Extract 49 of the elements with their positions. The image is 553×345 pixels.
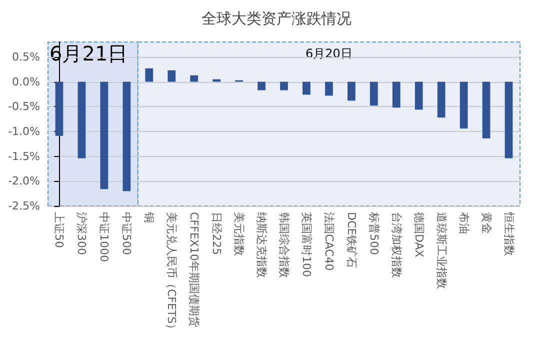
bar — [212, 79, 221, 82]
x-tick-label: 中证500 — [120, 212, 134, 255]
y-tick-label: -1.0% — [8, 124, 40, 138]
x-tick-label: DCE铁矿石 — [344, 212, 358, 268]
bar — [280, 82, 288, 90]
x-tick-label: CFFEX10年期国债期货 — [188, 212, 201, 327]
x-tick-label: 道琼斯工业指数 — [434, 212, 448, 289]
y-tick-label: 0.0% — [12, 75, 40, 88]
x-tick-label: 美元兑人民币（CFETS） — [165, 212, 178, 335]
x-tick-label: 台湾加权指数 — [390, 212, 403, 278]
x-tick-label: 纳斯达克指数 — [255, 212, 268, 278]
x-tick-label: 铜 — [142, 211, 156, 223]
bar — [437, 82, 446, 118]
x-tick-label: 中证1000 — [98, 212, 111, 262]
x-tick-label: 上证50 — [52, 212, 66, 248]
bar — [347, 82, 356, 101]
bar — [168, 70, 176, 82]
x-tick-label: 日经225 — [210, 212, 224, 255]
y-tick-label: -2.5% — [8, 200, 40, 212]
x-tick-label: 标普500 — [367, 211, 380, 255]
bar — [392, 82, 400, 108]
bar — [122, 82, 131, 192]
bar — [482, 82, 490, 138]
bar — [370, 82, 378, 106]
y-tick-label: -0.5% — [8, 100, 40, 114]
x-tick-label: 韩国综合指数 — [278, 212, 290, 278]
bar — [414, 82, 423, 110]
y-tick-label: 0.5% — [12, 50, 40, 64]
x-tick-label: 布油 — [457, 212, 470, 234]
bar — [100, 82, 108, 190]
y-tick-label: -1.5% — [8, 150, 40, 163]
x-tick-label: 美元指数 — [232, 212, 246, 256]
x-tick-label: 恒生指数 — [502, 211, 516, 256]
bar — [258, 82, 266, 90]
x-tick-label: 沪深300 — [75, 212, 88, 255]
bar — [504, 82, 513, 158]
bar — [190, 75, 198, 82]
y-tick-label: -2.0% — [8, 174, 40, 188]
x-tick-label: 黄金 — [480, 212, 493, 234]
bar — [460, 82, 468, 128]
bar — [302, 82, 310, 95]
bar — [325, 82, 333, 96]
x-tick-label: 德国DAX — [412, 212, 426, 258]
bar — [78, 82, 86, 158]
bar — [55, 82, 64, 136]
bar — [145, 68, 154, 82]
chart-title: 全球大类资产涨跌情况 — [202, 10, 352, 28]
x-tick-label: 法国CAC40 — [322, 212, 336, 271]
x-tick-label: 英国富时100 — [300, 212, 313, 277]
